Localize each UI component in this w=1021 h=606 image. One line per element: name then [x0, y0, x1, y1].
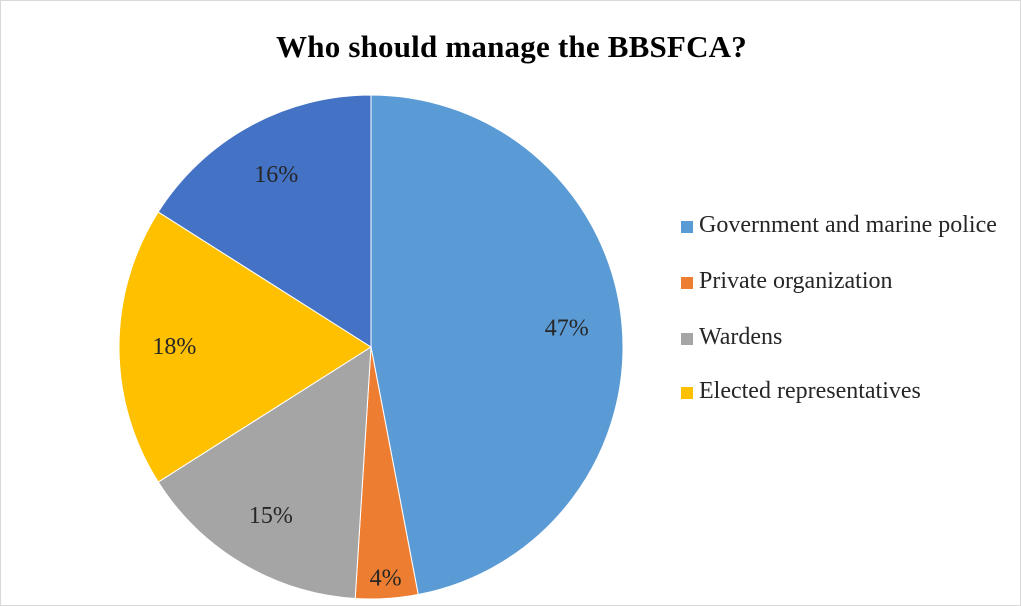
legend-item-wardens: Wardens — [681, 325, 999, 350]
data-label-elected-representatives: 18% — [152, 334, 196, 360]
pie-slice-elected-representatives — [118, 211, 372, 483]
legend-swatch-private-organization — [681, 277, 693, 289]
legend-swatch-wardens — [681, 333, 693, 345]
data-label-private-organization: 4% — [370, 565, 402, 591]
pie-slice-series-5 — [157, 94, 372, 348]
legend-label-elected-representatives: Elected representatives — [699, 378, 921, 404]
data-label-government-and-marine-police: 47% — [545, 316, 589, 342]
pie-slice-government-and-marine-police — [370, 94, 624, 596]
pie-slice-wardens — [157, 346, 372, 600]
data-label-series-5: 16% — [254, 162, 298, 188]
legend-swatch-elected-representatives — [681, 387, 693, 399]
legend-label-private-organization: Private organization — [699, 268, 893, 294]
data-label-wardens: 15% — [249, 503, 293, 529]
legend-item-private-organization: Private organization — [681, 269, 999, 294]
legend-label-wardens: Wardens — [699, 324, 783, 350]
legend-item-government-and-marine-police: Government and marine police — [681, 213, 999, 238]
legend-swatch-government-and-marine-police — [681, 221, 693, 233]
legend-item-elected-representatives: Elected representatives — [681, 379, 999, 404]
chart-title: Who should manage the BBSFCA? — [276, 29, 747, 64]
legend-label-government-and-marine-police: Government and marine police — [699, 212, 997, 238]
